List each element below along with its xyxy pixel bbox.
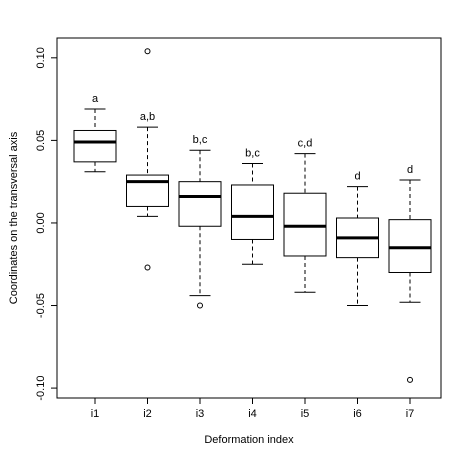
x-tick-label: i7 [406, 408, 415, 420]
y-tick-label: 0.10 [35, 47, 47, 68]
x-tick-label: i2 [143, 408, 152, 420]
group-letter: b,c [245, 147, 260, 159]
box [388, 219, 432, 273]
x-tick-label: i3 [196, 408, 205, 420]
x-tick-label: i5 [301, 408, 310, 420]
y-tick-label: -0.05 [35, 293, 47, 318]
group-letter: b,c [193, 134, 208, 146]
group-letter: d [407, 164, 413, 176]
group-letter: a [92, 93, 99, 105]
box [73, 129, 117, 163]
y-axis-label: Coordinates on the transversal axis [8, 131, 20, 304]
x-tick-label: i4 [248, 408, 257, 420]
group-letter: c,d [298, 138, 313, 150]
outlier [407, 376, 413, 383]
x-tick-label: i1 [91, 408, 100, 420]
group-letter: d [354, 171, 360, 183]
box [178, 181, 222, 227]
outlier [144, 48, 151, 55]
plot-frame [56, 37, 442, 399]
x-tick-label: i6 [353, 408, 362, 420]
outlier [197, 302, 203, 309]
y-tick-label: 0.05 [35, 130, 47, 151]
x-axis-label: Deformation index [204, 434, 294, 446]
group-letter: a,b [140, 111, 155, 123]
y-tick-label: -0.10 [35, 376, 47, 401]
box [126, 174, 169, 207]
box [231, 184, 274, 240]
box [283, 192, 327, 257]
outlier [144, 264, 151, 271]
y-tick-label: 0.00 [35, 212, 47, 233]
